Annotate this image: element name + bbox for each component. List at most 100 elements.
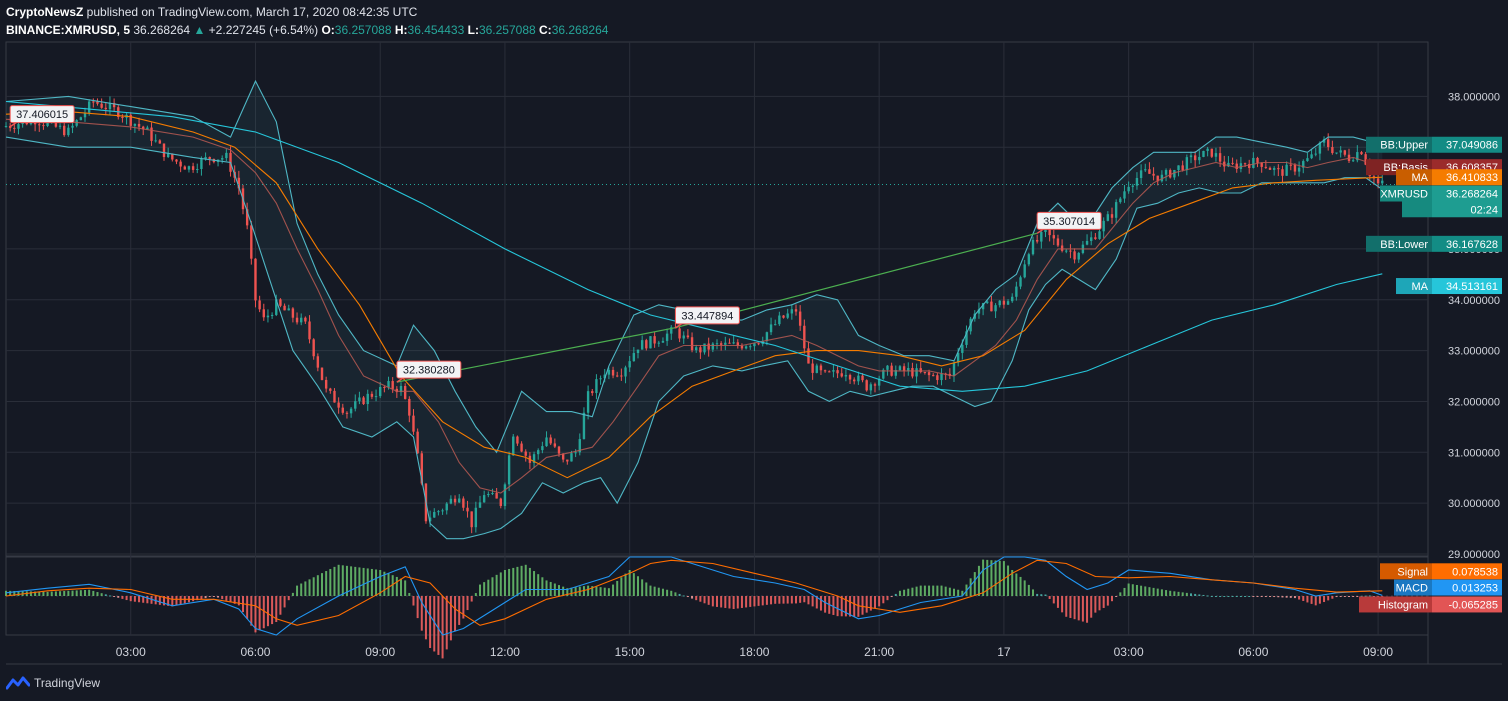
candle-body [324,379,328,389]
histogram-bar [275,596,278,622]
candle-body [395,388,399,393]
close-value: 36.268264 [551,23,609,37]
candle-body [736,342,739,346]
candle-body [715,343,719,345]
candle-body [487,494,490,496]
candle-body [191,166,195,170]
price-tag-value: 02:24 [1470,204,1498,216]
close-label: C: [539,23,552,37]
candle-body [865,380,868,391]
low-label: L: [467,23,479,37]
histogram-bar [491,577,494,596]
candle-body [728,342,731,344]
histogram-bar [599,587,602,596]
candle-body [320,367,324,380]
histogram-bar [50,591,53,596]
publisher-name[interactable]: CryptoNewsZ [6,5,84,19]
histogram-bar [1318,596,1321,604]
candle-body [936,375,939,381]
series-bb-basis [5,118,1383,494]
candle-body [221,158,224,160]
histogram-bar [795,596,797,604]
histogram-bar [645,582,648,596]
candle-body [121,116,124,118]
histogram-bar [1007,565,1010,596]
histogram-bar [1102,596,1105,608]
candle-body [345,412,349,414]
candle-body [1239,163,1243,169]
histogram-bar [761,596,764,606]
candle-body [1297,167,1301,172]
candle-body [832,370,835,372]
candle-body [649,336,652,349]
candle-body [774,324,777,326]
histogram-bar [254,596,257,633]
candle-body [524,451,527,456]
candle-body [661,340,665,343]
histogram-bar [300,583,303,596]
candle-body [607,369,611,375]
candle-body [428,517,432,522]
high-label: H: [394,23,408,37]
histogram-bar [973,572,976,596]
histogram-bar [957,589,960,596]
histogram-bar [533,571,536,596]
histogram-bar [362,567,365,596]
histogram-bar [1352,596,1355,597]
histogram-bar [736,596,739,609]
histogram-bar [445,596,448,650]
histogram-bar [1106,596,1109,606]
price-tag-value: 36.410833 [1446,172,1498,184]
candle-body [458,498,461,503]
histogram-bar [192,596,195,602]
histogram-bar [379,570,382,596]
candle-body [1210,148,1213,157]
candle-body [179,161,182,167]
symbol-label[interactable]: BINANCE:XMRUSD, 5 [6,23,131,37]
price-callout: 32.380280 [396,360,462,383]
price-tag-xmrusd: XMRUSD 36.268264 [1380,185,1502,202]
histogram-bar [753,596,756,607]
histogram-bar [1090,596,1093,618]
histogram-bar [1152,587,1155,596]
candle-body [478,502,482,508]
histogram-bar [375,569,378,596]
histogram-bar [819,596,822,611]
histogram-bar [624,573,627,596]
candle-body [270,314,274,316]
candle-body [71,125,74,128]
histogram-bar [740,596,743,608]
histogram-bar [811,596,814,607]
candle-body [578,439,581,453]
histogram-bar [1160,589,1163,596]
histogram-bar [990,560,993,596]
callout-label: 33.447894 [681,310,733,322]
candle-body [166,153,170,158]
histogram-bar [146,596,149,604]
histogram-bar [46,591,49,596]
candle-body [919,368,922,373]
histogram-bar [400,578,402,596]
tradingview-footer[interactable]: TradingView [6,674,100,692]
histogram-bar [1269,596,1271,597]
candle-body [150,127,153,141]
candle-body [848,375,852,380]
price-tag-name: BB:Upper [1380,140,1428,152]
candle-body [1073,251,1076,260]
candle-body [162,143,166,158]
candle-body [204,157,207,159]
histogram-bar [961,590,964,596]
price-tag-name: MA [1412,172,1429,184]
histogram-bar [1173,591,1176,596]
callout-pointer [9,121,17,128]
candle-body [42,125,45,127]
price-tag-signal: Signal 0.078538 [1380,563,1502,580]
macd-tags: Signal 0.078538 MACD 0.013253 Histogram -0.06… [1359,563,1502,613]
candle-body [1310,154,1313,159]
candle-body [603,374,606,379]
candle-body [1351,160,1355,162]
price-tag-value-bg [1432,278,1502,295]
candle-body [882,369,885,379]
histogram-bar [607,588,610,596]
